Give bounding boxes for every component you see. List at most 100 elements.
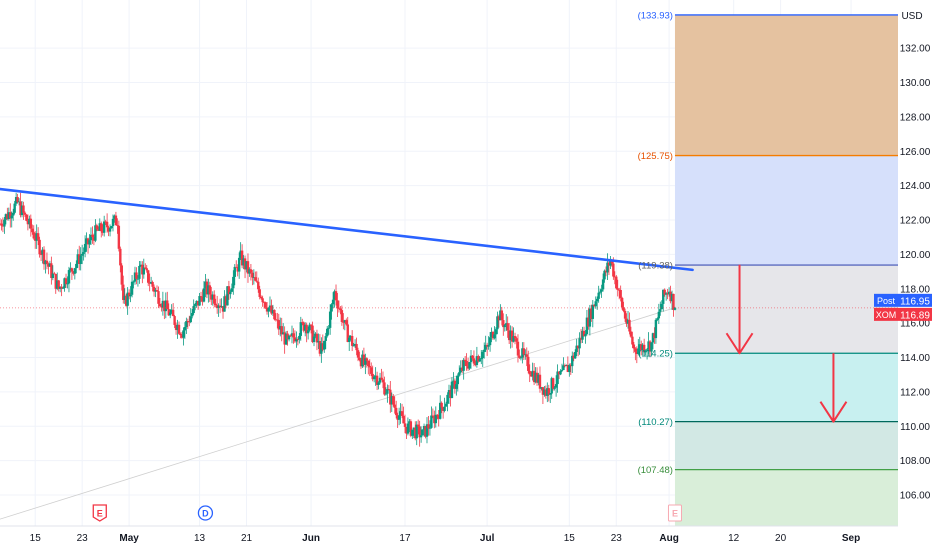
candle-body <box>160 306 163 308</box>
candle-body <box>210 294 213 300</box>
candle-body <box>444 403 448 407</box>
candle-body <box>412 427 415 430</box>
candle-body <box>4 214 8 220</box>
candle-body <box>362 354 366 365</box>
candle-body <box>532 370 536 383</box>
candle-body <box>95 225 99 230</box>
candle-body <box>531 370 534 377</box>
candle-body <box>556 371 559 385</box>
candle-body <box>672 293 675 310</box>
candle-body <box>551 378 555 389</box>
candle-body <box>142 267 145 275</box>
candle-body <box>67 270 71 284</box>
candle-body <box>472 358 476 364</box>
candle-body <box>144 267 147 269</box>
trendline-layer[interactable] <box>0 187 694 272</box>
candle-body <box>79 255 82 265</box>
candle-body <box>177 324 181 334</box>
candle-body <box>403 423 407 427</box>
x-tick-label: 15 <box>30 533 42 544</box>
candle-body <box>296 339 300 340</box>
candle-body <box>12 212 15 216</box>
candle-body <box>397 415 401 420</box>
candle-body <box>85 238 88 244</box>
candle-body <box>494 329 498 335</box>
candle-body <box>616 288 619 290</box>
candle-body <box>111 218 115 227</box>
candle-body <box>214 303 217 306</box>
candle-body <box>663 289 666 295</box>
candle-body <box>208 285 212 295</box>
y-tick-label: 106.00 <box>900 491 931 502</box>
candle-body <box>644 350 647 353</box>
price-tag-xom: XOM 116.89 <box>874 307 932 321</box>
candle-body <box>500 310 504 321</box>
candle-body <box>512 336 515 342</box>
candle-body <box>295 339 298 342</box>
candle-body <box>89 234 93 241</box>
candle-body <box>139 264 143 266</box>
candle-body <box>601 279 605 290</box>
candle-body <box>622 307 625 311</box>
candle-body <box>31 228 34 233</box>
candle-body <box>571 355 574 367</box>
dividend-event-icon[interactable]: D <box>197 505 214 521</box>
candle-body <box>110 226 113 229</box>
price-tag-label: Post <box>877 296 896 306</box>
candle-body <box>516 341 520 356</box>
candle-body <box>239 250 242 258</box>
candle-body <box>437 415 440 419</box>
candle-body <box>386 389 389 394</box>
earnings-event-icon[interactable]: E <box>667 504 682 522</box>
candle-body <box>132 281 135 283</box>
candle-body <box>415 424 418 439</box>
candle-body <box>591 304 594 319</box>
candle-body <box>237 257 241 272</box>
candle-body <box>587 317 590 327</box>
candle-body <box>411 429 414 436</box>
price-tag-label: XOM <box>876 310 897 320</box>
candle-body <box>593 304 596 307</box>
earnings-event-icon[interactable]: E <box>92 504 107 522</box>
candle-body <box>91 234 94 238</box>
candle-body <box>108 228 112 232</box>
candle-body <box>527 356 530 371</box>
candle-body <box>192 305 195 314</box>
candle-body <box>576 345 580 349</box>
fib-level-label: (114.25) <box>638 349 673 360</box>
blue-trendline[interactable] <box>0 187 694 272</box>
candle-body <box>590 308 593 319</box>
candle-body <box>75 263 78 269</box>
candle-body <box>505 323 508 326</box>
candle-body <box>384 393 388 395</box>
candle-body <box>226 286 229 306</box>
candle-body <box>557 371 561 375</box>
fib-zone <box>674 265 898 354</box>
currency-label[interactable]: USD <box>901 11 922 22</box>
candle-body <box>418 426 421 438</box>
x-tick-label: 23 <box>77 533 89 544</box>
candle-body <box>650 342 653 352</box>
candle-body <box>232 276 235 289</box>
candle-body <box>666 293 669 295</box>
candle-body <box>487 345 490 347</box>
time-axis[interactable]: 15 23 May 13 21 Jun 17 Jul 15 23 Aug 12 20 Sep <box>0 525 932 550</box>
candle-body <box>120 265 123 285</box>
candle-body <box>185 321 188 328</box>
candle-body <box>414 427 417 439</box>
candle-body <box>541 387 545 395</box>
price-axis[interactable]: 106.00 108.00 110.00 112.00 114.00 116.00 118.… <box>898 0 932 550</box>
candle-body <box>189 316 192 323</box>
candle-body <box>456 375 460 385</box>
candle-body <box>651 333 655 343</box>
candle-body <box>158 303 162 307</box>
fib-level-label: (110.27) <box>638 417 673 428</box>
candle-body <box>496 316 499 330</box>
candle-body <box>612 263 615 277</box>
y-tick-label: 108.00 <box>900 456 931 467</box>
candle-body <box>34 238 37 241</box>
candle-body <box>257 281 260 290</box>
candle-body <box>281 332 285 335</box>
